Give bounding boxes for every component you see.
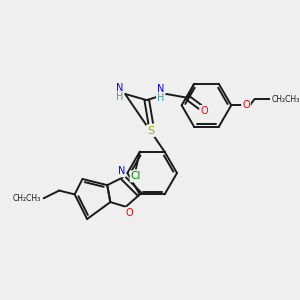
Text: H: H xyxy=(157,93,164,103)
Text: O: O xyxy=(242,100,250,110)
Text: N: N xyxy=(118,166,125,176)
Text: O: O xyxy=(126,208,134,218)
Text: CH₂CH₃: CH₂CH₃ xyxy=(272,94,300,103)
Text: S: S xyxy=(147,126,154,136)
Text: CH₂CH₃: CH₂CH₃ xyxy=(12,194,40,203)
Text: N: N xyxy=(116,83,123,93)
Text: O: O xyxy=(200,106,208,116)
Text: H: H xyxy=(116,92,123,102)
Text: N: N xyxy=(157,84,164,94)
Text: Cl: Cl xyxy=(131,171,141,182)
